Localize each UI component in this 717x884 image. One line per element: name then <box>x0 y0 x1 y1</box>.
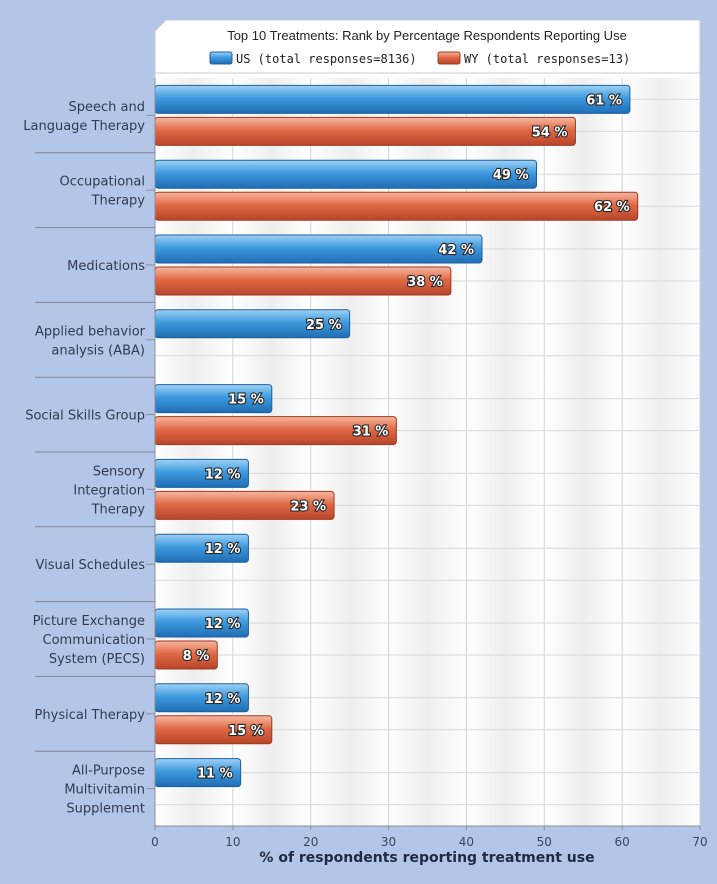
bar-value-label: 62 % <box>594 200 630 215</box>
category-label: Social Skills Group <box>25 409 145 424</box>
category-label: Applied behavior analysis (ABA) <box>35 324 146 358</box>
bar-value-label: 25 % <box>306 318 342 333</box>
x-tick-label: 70 <box>692 835 707 849</box>
legend-swatch-wy <box>437 51 461 65</box>
plot-band <box>310 78 389 826</box>
x-tick-label: 30 <box>381 835 396 849</box>
plot-background <box>155 78 700 826</box>
bar-us <box>154 159 537 189</box>
bar-value-label: 54 % <box>532 125 568 140</box>
category-labels: Speech and Language Therapy Occupational Th… <box>23 100 155 817</box>
bar-us <box>154 234 483 264</box>
bar-value-label: 12 % <box>205 542 241 557</box>
category-label: Sensory Integration Therapy <box>73 464 145 517</box>
bar-wy <box>154 191 639 221</box>
plot-band <box>622 78 700 826</box>
x-tick-label: 40 <box>459 835 474 849</box>
category-label: Visual Schedules <box>36 558 146 573</box>
category-label: All-Purpose Multivitamin Supplement <box>64 764 145 817</box>
category-label: Speech and Language Therapy <box>23 100 145 134</box>
bar-value-label: 15 % <box>228 393 264 408</box>
category-label: Occupational Therapy <box>60 175 146 209</box>
plot-band <box>466 78 545 826</box>
chart-title: Top 10 Treatments: Rank by Percentage Re… <box>227 28 627 43</box>
bar-value-label: 61 % <box>586 93 622 108</box>
legend: US (total responses=8136) WY (total resp… <box>209 51 630 66</box>
bar-value-label: 38 % <box>407 275 443 290</box>
plot-band <box>232 78 311 826</box>
category-label: Picture Exchange Communication System (PEC… <box>33 614 145 667</box>
bar-value-label: 11 % <box>197 767 233 782</box>
bar-value-label: 49 % <box>493 168 529 183</box>
x-tick-label: 20 <box>303 835 318 849</box>
x-axis-label: % of respondents reporting treatment use <box>259 850 594 866</box>
bar-value-label: 12 % <box>205 692 241 707</box>
bar-value-label: 12 % <box>205 617 241 632</box>
category-label: Medications <box>67 259 145 274</box>
legend-swatch-us <box>209 51 233 65</box>
bar-us <box>154 84 631 114</box>
x-tick-label: 10 <box>225 835 240 849</box>
legend-label-us: US (total responses=8136) <box>236 52 417 66</box>
bar-value-label: 31 % <box>353 425 389 440</box>
x-tick-label: 50 <box>537 835 552 849</box>
bar-wy <box>154 116 576 146</box>
category-label: Physical Therapy <box>35 708 146 723</box>
plot-band <box>544 78 623 826</box>
bar-value-label: 23 % <box>290 499 326 514</box>
x-axis-ticks: 0 10 20 30 40 50 60 70 <box>151 826 708 849</box>
bar-value-label: 8 % <box>183 649 210 664</box>
x-tick-label: 60 <box>615 835 630 849</box>
bar-value-label: 15 % <box>228 724 264 739</box>
legend-label-wy: WY (total responses=13) <box>464 52 630 66</box>
bar-value-label: 12 % <box>205 467 241 482</box>
plot-band <box>155 78 233 826</box>
bar-value-label: 42 % <box>438 243 474 258</box>
plot-band <box>388 78 467 826</box>
x-tick-label: 0 <box>151 835 159 849</box>
